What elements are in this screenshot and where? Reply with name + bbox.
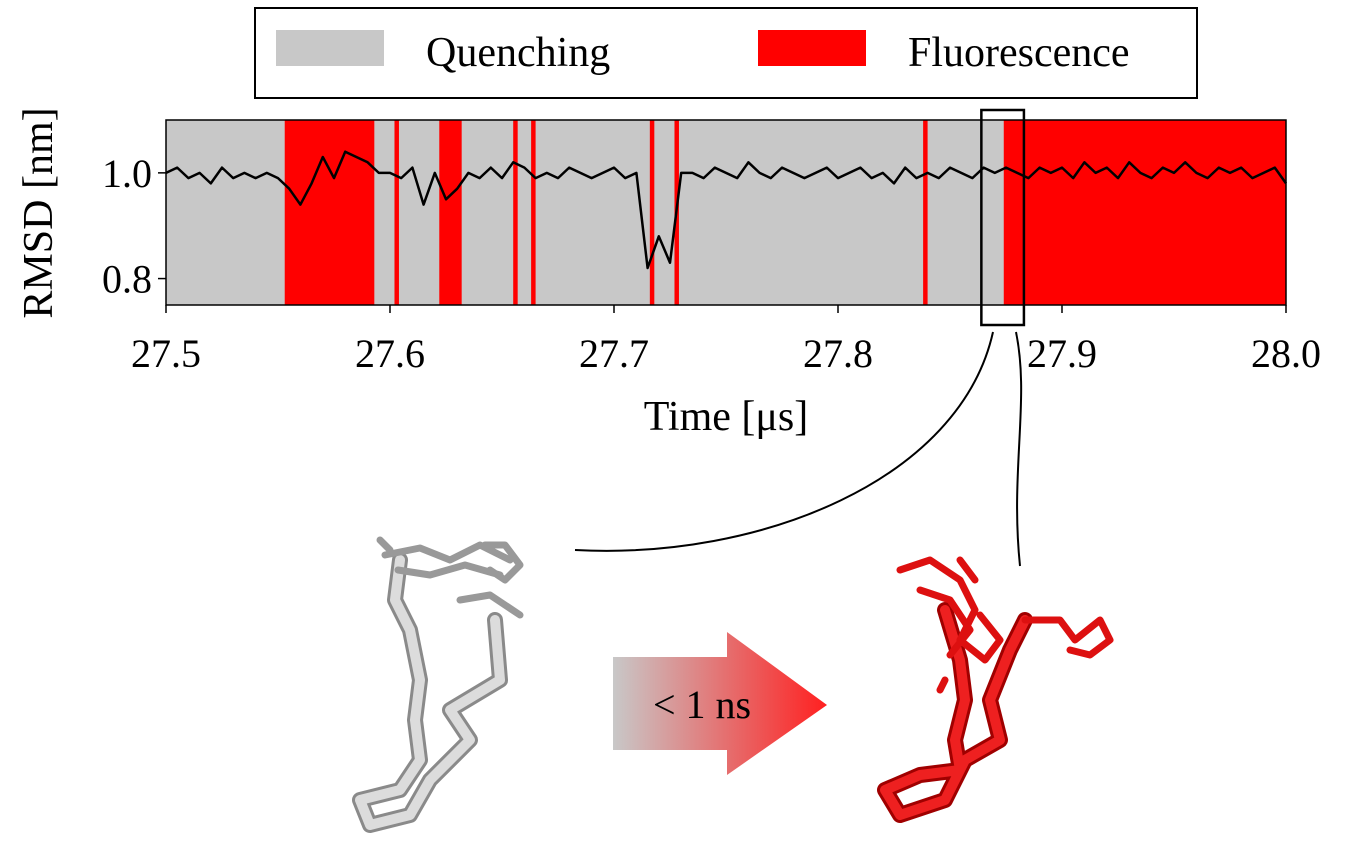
legend-label: Quenching <box>426 30 610 76</box>
fluorescence-interval <box>1004 120 1286 305</box>
x-tick-label: 27.6 <box>355 331 425 376</box>
legend-swatch <box>276 30 384 66</box>
connector <box>1016 332 1021 566</box>
x-tick-label: 27.5 <box>131 331 201 376</box>
y-tick-label: 1.0 <box>102 151 152 196</box>
x-tick-label: 27.9 <box>1027 331 1097 376</box>
x-tick-label: 27.7 <box>579 331 649 376</box>
x-tick-label: 28.0 <box>1251 331 1321 376</box>
legend-swatch <box>758 30 866 66</box>
y-tick-label: 0.8 <box>102 257 152 302</box>
arrow-label: < 1 ns <box>653 682 751 727</box>
x-tick-label: 27.8 <box>803 331 873 376</box>
legend-label: Fluorescence <box>908 30 1130 76</box>
molecule-quenching <box>360 540 520 825</box>
fluorescence-interval <box>650 120 654 305</box>
y-axis-label: RMSD [nm] <box>16 107 62 318</box>
fluorescence-interval <box>439 120 461 305</box>
fluorescence-interval <box>394 120 398 305</box>
x-axis-label: Time [μs] <box>644 394 809 440</box>
fluorescence-interval <box>923 120 927 305</box>
fluorescence-interval <box>513 120 517 305</box>
figure: 27.5 27.6 27.7 27.8 27.9 28.0 0.8 1.0 Quenching… <box>0 0 1346 837</box>
plot-area: 27.5 27.6 27.7 27.8 27.9 28.0 0.8 1.0 <box>102 110 1321 376</box>
molecule-fluorescence <box>885 560 1110 815</box>
fluorescence-interval <box>531 120 535 305</box>
fluorescence-interval <box>285 120 375 305</box>
